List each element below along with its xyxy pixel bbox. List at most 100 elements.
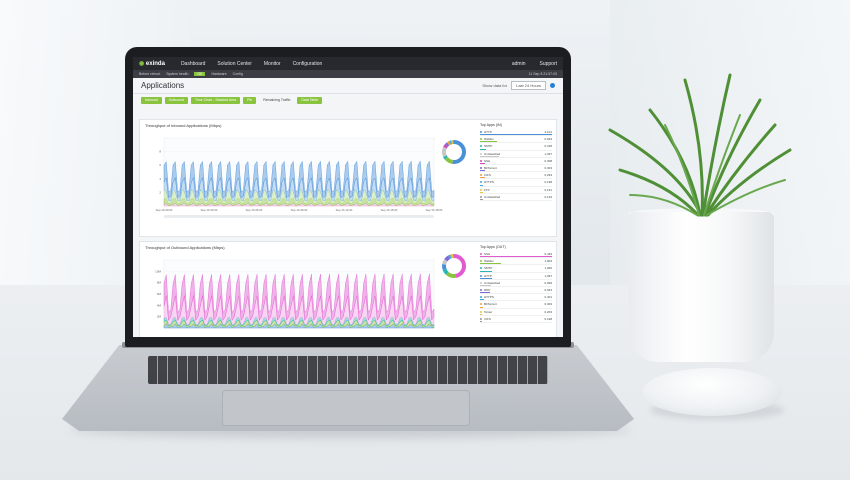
legend-row[interactable]: FTP 0,151	[480, 187, 552, 194]
admin-menu[interactable]: admin	[511, 60, 526, 67]
legend-app-name: WebEx	[484, 137, 494, 142]
donut-slice[interactable]	[442, 264, 447, 271]
nav-monitor[interactable]: Monitor	[263, 60, 281, 67]
donut-slice[interactable]	[452, 140, 466, 164]
support-menu[interactable]: Support	[539, 60, 557, 67]
legend-bar	[480, 270, 492, 272]
status-badge: OK	[194, 72, 206, 76]
inbound-chart-scrollbar[interactable]	[164, 215, 434, 218]
legend-app-value: 6,449	[544, 252, 552, 257]
legend-app-name: WebEx	[484, 259, 494, 264]
donut-slice[interactable]	[442, 268, 449, 275]
legend-row[interactable]: Unclassified 0,999	[480, 280, 552, 287]
outbound-chart-ytick: 4M	[157, 303, 162, 307]
legend-bar	[480, 148, 486, 150]
legend-row[interactable]: HTTPS 0,198	[480, 179, 552, 187]
inbound-chart-xtick: Sep 16 06:00	[246, 208, 263, 212]
legend-bar	[480, 162, 486, 164]
donut-slice[interactable]	[444, 142, 450, 147]
legend-row[interactable]: CIFS 0,293	[480, 172, 552, 180]
legend-app-value: 1,904	[544, 259, 552, 264]
donut-slice[interactable]	[443, 144, 448, 149]
legend-row[interactable]: WebEx 0,949	[480, 136, 552, 144]
outbound-chart-ytick: 8M	[157, 281, 162, 285]
legend-app-name: SMTP	[484, 144, 493, 149]
donut-slice[interactable]	[448, 254, 452, 260]
legend-app-name: BitTorrent	[484, 302, 497, 307]
inbound-legend: Top Apps (IN) HTTP 4,101 WebEx 0,949 SMTP 0,3…	[480, 123, 552, 201]
donut-slice[interactable]	[453, 254, 466, 278]
legend-swatch	[480, 145, 482, 148]
time-range-select[interactable]: Last 24 Hours	[511, 81, 546, 90]
legend-app-name: FTP	[484, 187, 490, 192]
legend-swatch	[480, 317, 482, 320]
remaining-traffic-button[interactable]: Remaining Traffic	[263, 98, 291, 102]
inbound-chart-xtick: Sep 16 09:00	[291, 208, 308, 212]
legend-app-value: 0,303	[544, 302, 552, 307]
legend-app-value: 4,101	[544, 130, 552, 135]
inbound-chart-ytick: 4	[159, 177, 161, 181]
donut-slice[interactable]	[442, 146, 447, 157]
legend-swatch	[480, 288, 482, 291]
legend-row[interactable]: BitTorrent 0,303	[480, 165, 552, 173]
legend-app-name: HTTPS	[484, 180, 494, 185]
help-icon[interactable]	[550, 83, 555, 88]
legend-bar	[480, 313, 483, 315]
nav-solution-center[interactable]: Solution Center	[217, 60, 252, 67]
donut-slice[interactable]	[442, 258, 448, 265]
legend-row[interactable]: Unclassified 0,149	[480, 194, 552, 201]
legend-swatch	[480, 253, 482, 255]
laptop-lid: ◉ exinda Dashboard Solution Center Monit…	[125, 47, 571, 347]
legend-row[interactable]: HTTP 4,101	[480, 129, 552, 137]
legend-row[interactable]: HTTPS 0,401	[480, 294, 552, 302]
legend-row[interactable]: RDP 0,933	[480, 287, 552, 295]
legend-swatch	[480, 310, 482, 313]
legend-row[interactable]: WebEx 1,904	[480, 258, 552, 266]
donut-slice[interactable]	[445, 271, 456, 278]
legend-bar	[480, 184, 484, 186]
legend-bar	[480, 320, 483, 322]
pie-button[interactable]: Pie	[243, 96, 257, 104]
legend-row[interactable]: HTTP 1,097	[480, 273, 552, 280]
legend-app-value: 0,999	[544, 280, 552, 285]
inbound-button[interactable]: Inbound	[141, 96, 162, 104]
legend-bar	[480, 134, 552, 136]
outbound-chart-series	[163, 273, 435, 321]
inbound-legend-title: Top Apps (IN)	[480, 123, 502, 127]
legend-swatch	[480, 281, 482, 284]
wireless-mouse	[642, 368, 782, 416]
donut-slice[interactable]	[446, 140, 451, 146]
donut-slice[interactable]	[443, 155, 448, 160]
data-table-button[interactable]: Data Table	[297, 96, 323, 104]
legend-swatch	[480, 131, 482, 133]
outbound-chart-title: Throughput of Outbound Applications (Mbp…	[145, 245, 225, 250]
legend-row[interactable]: SMTP 1,060	[480, 265, 552, 273]
legend-app-value: 0,149	[544, 194, 552, 199]
outbound-legend-title: Top Apps (OUT)	[480, 245, 506, 249]
chart-type-button[interactable]: Time Chart - Stacked Area	[191, 96, 241, 104]
legend-row[interactable]: CIFS 0,198	[480, 316, 552, 323]
legend-swatch	[480, 195, 482, 198]
inbound-chart-xtick: Sep 16 15:00	[381, 208, 398, 212]
legend-app-name: Unclassified	[484, 194, 501, 199]
status-config: Config	[232, 72, 243, 76]
legend-app-value: 0,318	[544, 144, 552, 149]
legend-row[interactable]: SMTP 0,318	[480, 143, 552, 151]
donut-slice[interactable]	[444, 255, 451, 262]
legend-swatch	[480, 267, 482, 270]
legend-row[interactable]: SSH 6,449	[480, 251, 552, 259]
legend-row[interactable]: Telnet 0,203	[480, 309, 552, 316]
legend-app-name: SMTP	[484, 266, 493, 271]
nav-configuration[interactable]: Configuration	[292, 60, 323, 67]
outbound-button[interactable]: Outbound	[164, 96, 189, 104]
legend-swatch	[480, 138, 482, 141]
legend-bar	[480, 284, 492, 286]
legend-row[interactable]: SSH 0,308	[480, 158, 552, 165]
legend-bar	[480, 277, 493, 279]
donut-slice[interactable]	[444, 156, 454, 164]
legend-row[interactable]: BitTorrent 0,303	[480, 301, 552, 309]
nav-dashboard[interactable]: Dashboard	[180, 60, 206, 67]
inbound-chart: 8 6 4 2 Sep 16 00:00 Sep 16 03:00 Sep 16 06:00…	[156, 137, 443, 218]
legend-app-name: BitTorrent	[484, 166, 497, 171]
legend-row[interactable]: Unclassified 1,097	[480, 151, 552, 158]
